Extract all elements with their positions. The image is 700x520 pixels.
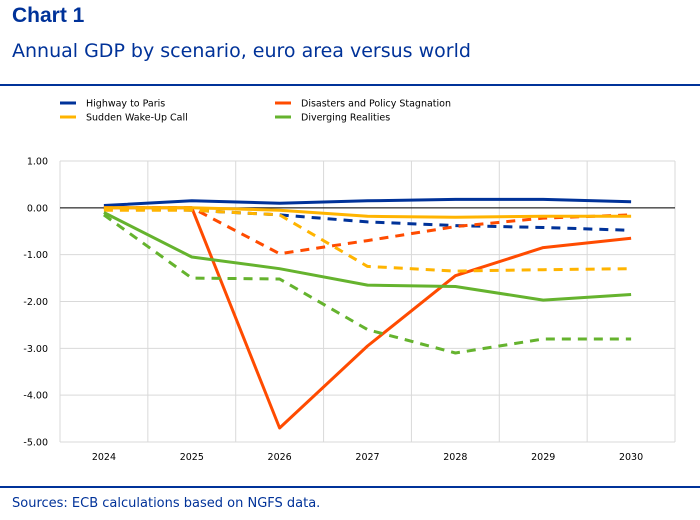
x-tick-label: 2030: [619, 452, 643, 463]
y-tick-label: -1.00: [23, 250, 48, 261]
sudden-wake-up-call-solid-line: [103, 206, 632, 219]
legend: Highway to Paris Disasters and Policy Sta…: [60, 99, 451, 124]
x-tick-label: 2028: [443, 452, 467, 463]
top-rule: [0, 84, 700, 86]
euro-area-dashed-line: [103, 208, 632, 273]
diverging-realities-solid-line: [103, 211, 632, 302]
line-chart: Highway to Paris Disasters and Policy Sta…: [23, 99, 676, 463]
series-lines: [103, 197, 632, 430]
y-tick-label: 1.00: [27, 157, 48, 168]
highway-to-paris-solid-line: [103, 197, 632, 207]
y-tick-label: -3.00: [23, 344, 48, 355]
legend-label: Disasters and Policy Stagnation: [301, 99, 451, 110]
legend-label: Highway to Paris: [86, 99, 165, 110]
legend-label: Sudden Wake-Up Call: [86, 113, 188, 124]
y-tick-label: 0.00: [27, 203, 48, 214]
x-tick-label: 2027: [355, 452, 379, 463]
x-tick-label: 2024: [92, 452, 116, 463]
chart-title: Annual GDP by scenario, euro area versus…: [12, 40, 471, 62]
legend-label: Diverging Realities: [301, 113, 390, 124]
x-tick-label: 2029: [531, 452, 555, 463]
sources-note: Sources: ECB calculations based on NGFS …: [12, 496, 321, 511]
chart-number: Chart 1: [12, 4, 85, 27]
y-tick-label: -5.00: [23, 438, 48, 449]
x-tick-label: 2026: [268, 452, 292, 463]
euro-area-dashed-line: [103, 206, 632, 232]
x-tick-label: 2025: [180, 452, 204, 463]
bottom-rule: [0, 486, 700, 488]
y-tick-label: -4.00: [23, 391, 48, 402]
y-tick-label: -2.00: [23, 297, 48, 308]
